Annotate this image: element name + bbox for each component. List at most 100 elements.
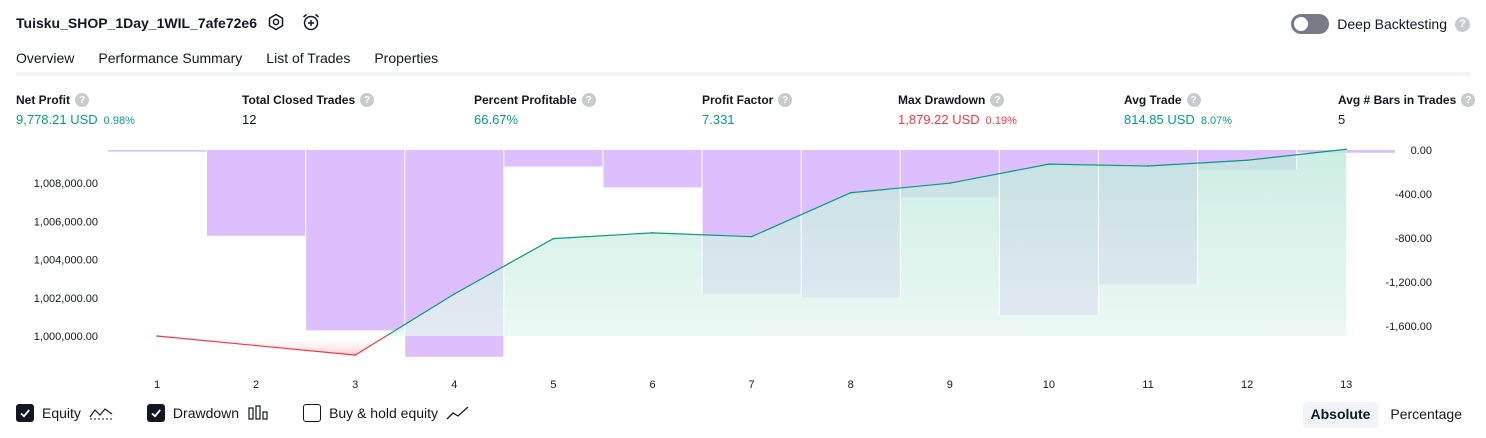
x-axis-tick-label: 12 bbox=[1241, 379, 1253, 391]
x-axis-tick-label: 2 bbox=[253, 379, 259, 391]
x-axis-tick-label: 6 bbox=[649, 379, 655, 391]
left-axis: 1,000,000.00 1,002,000.00 1,004,000.00 1,00… bbox=[34, 178, 98, 343]
metric-label: Percent Profitable bbox=[474, 93, 577, 107]
absolute-button[interactable]: Absolute bbox=[1303, 402, 1379, 428]
equity-line-icon bbox=[89, 404, 113, 422]
metric-avg-trade: Avg Trade? 814.85 USD 8.07% bbox=[1124, 93, 1232, 127]
deep-backtesting-control: Deep Backtesting ? bbox=[1291, 14, 1470, 34]
metric-net-profit: Net Profit? 9,778.21 USD 0.98% bbox=[16, 93, 135, 127]
drawdown-bars-icon bbox=[247, 404, 269, 422]
x-axis-tick-label: 1 bbox=[154, 379, 160, 391]
metric-label: Profit Factor bbox=[702, 93, 773, 107]
tabs-divider bbox=[16, 72, 1470, 76]
help-icon[interactable]: ? bbox=[990, 93, 1004, 107]
equity-point bbox=[751, 236, 753, 238]
equity-point bbox=[354, 354, 356, 356]
metric-percent: 0.19% bbox=[986, 115, 1017, 127]
right-axis-tick-label: -1,600.00 bbox=[1386, 321, 1432, 333]
x-axis-tick-label: 11 bbox=[1142, 379, 1153, 391]
metric-percent-profitable: Percent Profitable? 66.67% bbox=[474, 93, 596, 127]
buy-hold-checkbox[interactable] bbox=[303, 404, 321, 422]
equity-point bbox=[553, 238, 555, 240]
metric-value: 5 bbox=[1338, 112, 1345, 127]
metric-value: 12 bbox=[242, 112, 256, 127]
drawdown-bar bbox=[306, 150, 405, 330]
metric-label: Max Drawdown bbox=[898, 93, 985, 107]
legend-label: Drawdown bbox=[173, 405, 239, 421]
equity-point bbox=[1048, 163, 1050, 165]
metric-percent: 0.98% bbox=[104, 115, 135, 127]
metric-total-closed-trades: Total Closed Trades? 12 bbox=[242, 93, 374, 127]
x-axis-tick-label: 5 bbox=[550, 379, 556, 391]
drawdown-bar bbox=[603, 150, 702, 187]
metric-percent: 8.07% bbox=[1201, 115, 1232, 127]
x-axis-tick-label: 10 bbox=[1043, 379, 1055, 391]
x-axis-tick-label: 7 bbox=[749, 379, 755, 391]
legend-label: Equity bbox=[42, 405, 81, 421]
equity-point bbox=[156, 335, 158, 337]
drawdown-bar bbox=[108, 150, 207, 152]
report-header: Tuisku_SHOP_1Day_1WIL_7afe72e6 Deep Back… bbox=[0, 0, 1486, 44]
legend-buy-hold-equity[interactable]: Buy & hold equity bbox=[303, 404, 470, 422]
chart-legend: Equity Drawdown Buy & hold equity bbox=[16, 404, 504, 422]
help-icon[interactable]: ? bbox=[1187, 93, 1201, 107]
metric-value: 9,778.21 USD bbox=[16, 112, 98, 127]
help-icon[interactable]: ? bbox=[75, 93, 89, 107]
equity-point bbox=[949, 182, 951, 184]
left-axis-tick-label: 1,006,000.00 bbox=[34, 216, 98, 228]
metric-avg-bars-in-trades: Avg # Bars in Trades? 5 bbox=[1338, 93, 1475, 127]
equity-point bbox=[255, 345, 257, 347]
left-axis-tick-label: 1,004,000.00 bbox=[34, 255, 98, 267]
help-icon[interactable]: ? bbox=[360, 93, 374, 107]
percentage-button[interactable]: Percentage bbox=[1382, 402, 1470, 428]
deep-backtesting-label: Deep Backtesting bbox=[1337, 16, 1447, 32]
x-axis-tick-label: 3 bbox=[352, 379, 358, 391]
legend-equity[interactable]: Equity bbox=[16, 404, 113, 422]
alarm-clock-plus-icon[interactable] bbox=[301, 12, 321, 32]
right-axis-tick-label: -800.00 bbox=[1395, 233, 1432, 245]
metric-value: 814.85 USD bbox=[1124, 112, 1195, 127]
deep-backtesting-toggle[interactable] bbox=[1291, 14, 1329, 34]
help-icon[interactable]: ? bbox=[1455, 17, 1470, 32]
equity-checkbox[interactable] bbox=[16, 404, 34, 422]
legend-label: Buy & hold equity bbox=[329, 405, 438, 421]
right-axis-tick-label: -1,200.00 bbox=[1386, 277, 1432, 289]
legend-drawdown[interactable]: Drawdown bbox=[147, 404, 269, 422]
strategy-name: Tuisku_SHOP_1Day_1WIL_7afe72e6 bbox=[16, 15, 257, 31]
right-axis: 0.00 -400.00 -800.00 -1,200.00 -1,600.00 bbox=[1386, 145, 1432, 333]
drawdown-checkbox[interactable] bbox=[147, 404, 165, 422]
metric-label: Net Profit bbox=[16, 93, 70, 107]
equity-point bbox=[454, 293, 456, 295]
buy-hold-line-icon bbox=[446, 404, 470, 422]
x-axis-tick-label: 13 bbox=[1340, 379, 1352, 391]
drawdown-bar bbox=[207, 150, 306, 236]
left-axis-tick-label: 1,008,000.00 bbox=[34, 178, 98, 190]
value-mode-switch: Absolute Percentage bbox=[1303, 402, 1471, 428]
x-axis-tick-label: 4 bbox=[451, 379, 457, 391]
right-axis-tick-label: -400.00 bbox=[1395, 189, 1432, 201]
equity-point bbox=[1246, 159, 1248, 161]
metric-label: Total Closed Trades bbox=[242, 93, 355, 107]
help-icon[interactable]: ? bbox=[582, 93, 596, 107]
metric-profit-factor: Profit Factor? 7.331 bbox=[702, 93, 792, 127]
equity-point bbox=[850, 192, 852, 194]
help-icon[interactable]: ? bbox=[1461, 93, 1475, 107]
metric-value: 66.67% bbox=[474, 112, 518, 127]
metric-label: Avg Trade bbox=[1124, 93, 1182, 107]
metric-value: 7.331 bbox=[702, 112, 735, 127]
x-axis: 1 2 3 4 5 6 7 8 9 10 11 12 13 bbox=[154, 379, 1352, 391]
equity-point bbox=[1345, 148, 1347, 150]
gear-icon[interactable] bbox=[266, 12, 286, 32]
left-axis-tick-label: 1,002,000.00 bbox=[34, 293, 98, 305]
right-axis-tick-label: 0.00 bbox=[1411, 145, 1432, 157]
metric-label: Avg # Bars in Trades bbox=[1338, 93, 1456, 107]
equity-point bbox=[1147, 165, 1149, 167]
equity-point bbox=[652, 232, 654, 234]
equity-drawdown-chart[interactable]: 1,000,000.00 1,002,000.00 1,004,000.00 1,00… bbox=[0, 140, 1486, 398]
drawdown-bar bbox=[504, 150, 603, 167]
left-axis-tick-label: 1,000,000.00 bbox=[34, 331, 98, 343]
metric-max-drawdown: Max Drawdown? 1,879.22 USD 0.19% bbox=[898, 93, 1017, 127]
help-icon[interactable]: ? bbox=[778, 93, 792, 107]
x-axis-tick-label: 9 bbox=[947, 379, 953, 391]
x-axis-tick-label: 8 bbox=[848, 379, 854, 391]
